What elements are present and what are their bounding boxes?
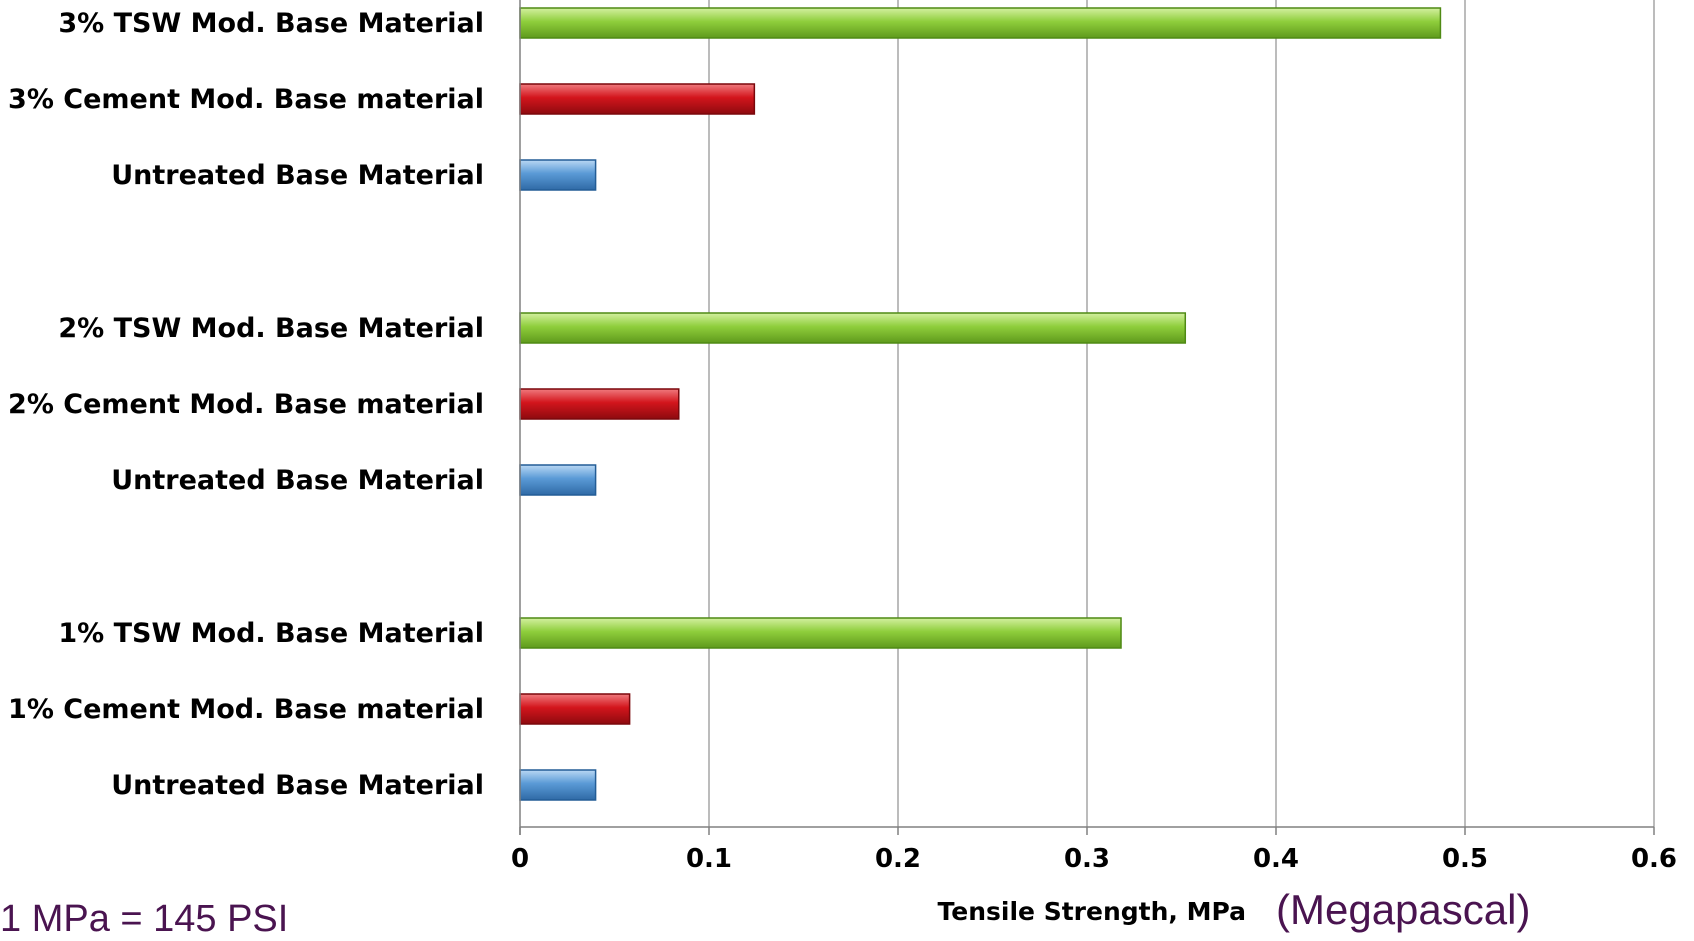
x-tick-label: 0.4 (1253, 844, 1299, 874)
category-label: Untreated Base Material (111, 770, 484, 801)
bar (519, 7, 1442, 39)
unit-conversion-note: 1 MPa = 145 PSI (0, 898, 289, 940)
bar (519, 617, 1122, 649)
category-label: 2% Cement Mod. Base material (8, 389, 484, 420)
category-label: 2% TSW Mod. Base Material (58, 313, 484, 344)
category-label: 1% TSW Mod. Base Material (58, 618, 484, 649)
category-label: 3% Cement Mod. Base material (8, 84, 484, 115)
x-tick-label: 0.3 (1064, 844, 1110, 874)
x-axis: 0 0.1 0.2 0.3 0.4 0.5 0.6 (511, 0, 1677, 874)
category-label: Untreated Base Material (111, 160, 484, 191)
bar (519, 312, 1187, 344)
axis-title: Tensile Strength, MPa (Megapascal) (938, 886, 1531, 933)
x-tick-label: 0.6 (1631, 844, 1677, 874)
category-labels: 3% TSW Mod. Base Material 3% Cement Mod. … (8, 8, 484, 801)
bar (519, 83, 756, 115)
gridlines (708, 0, 1655, 827)
bar (519, 464, 597, 496)
x-tick-label: 0.1 (686, 844, 732, 874)
x-axis-label: Tensile Strength, MPa (938, 897, 1246, 926)
category-label: 1% Cement Mod. Base material (8, 694, 484, 725)
x-tick-label: 0 (511, 844, 529, 874)
x-tick-label: 0.2 (875, 844, 921, 874)
bar (519, 769, 597, 801)
x-axis-label-unit-note: (Megapascal) (1276, 886, 1530, 933)
bar (519, 388, 680, 420)
bars (519, 7, 1442, 801)
category-label: 3% TSW Mod. Base Material (58, 8, 484, 39)
category-label: Untreated Base Material (111, 465, 484, 496)
bar (519, 159, 597, 191)
bar (519, 693, 631, 725)
x-tick-label: 0.5 (1442, 844, 1488, 874)
